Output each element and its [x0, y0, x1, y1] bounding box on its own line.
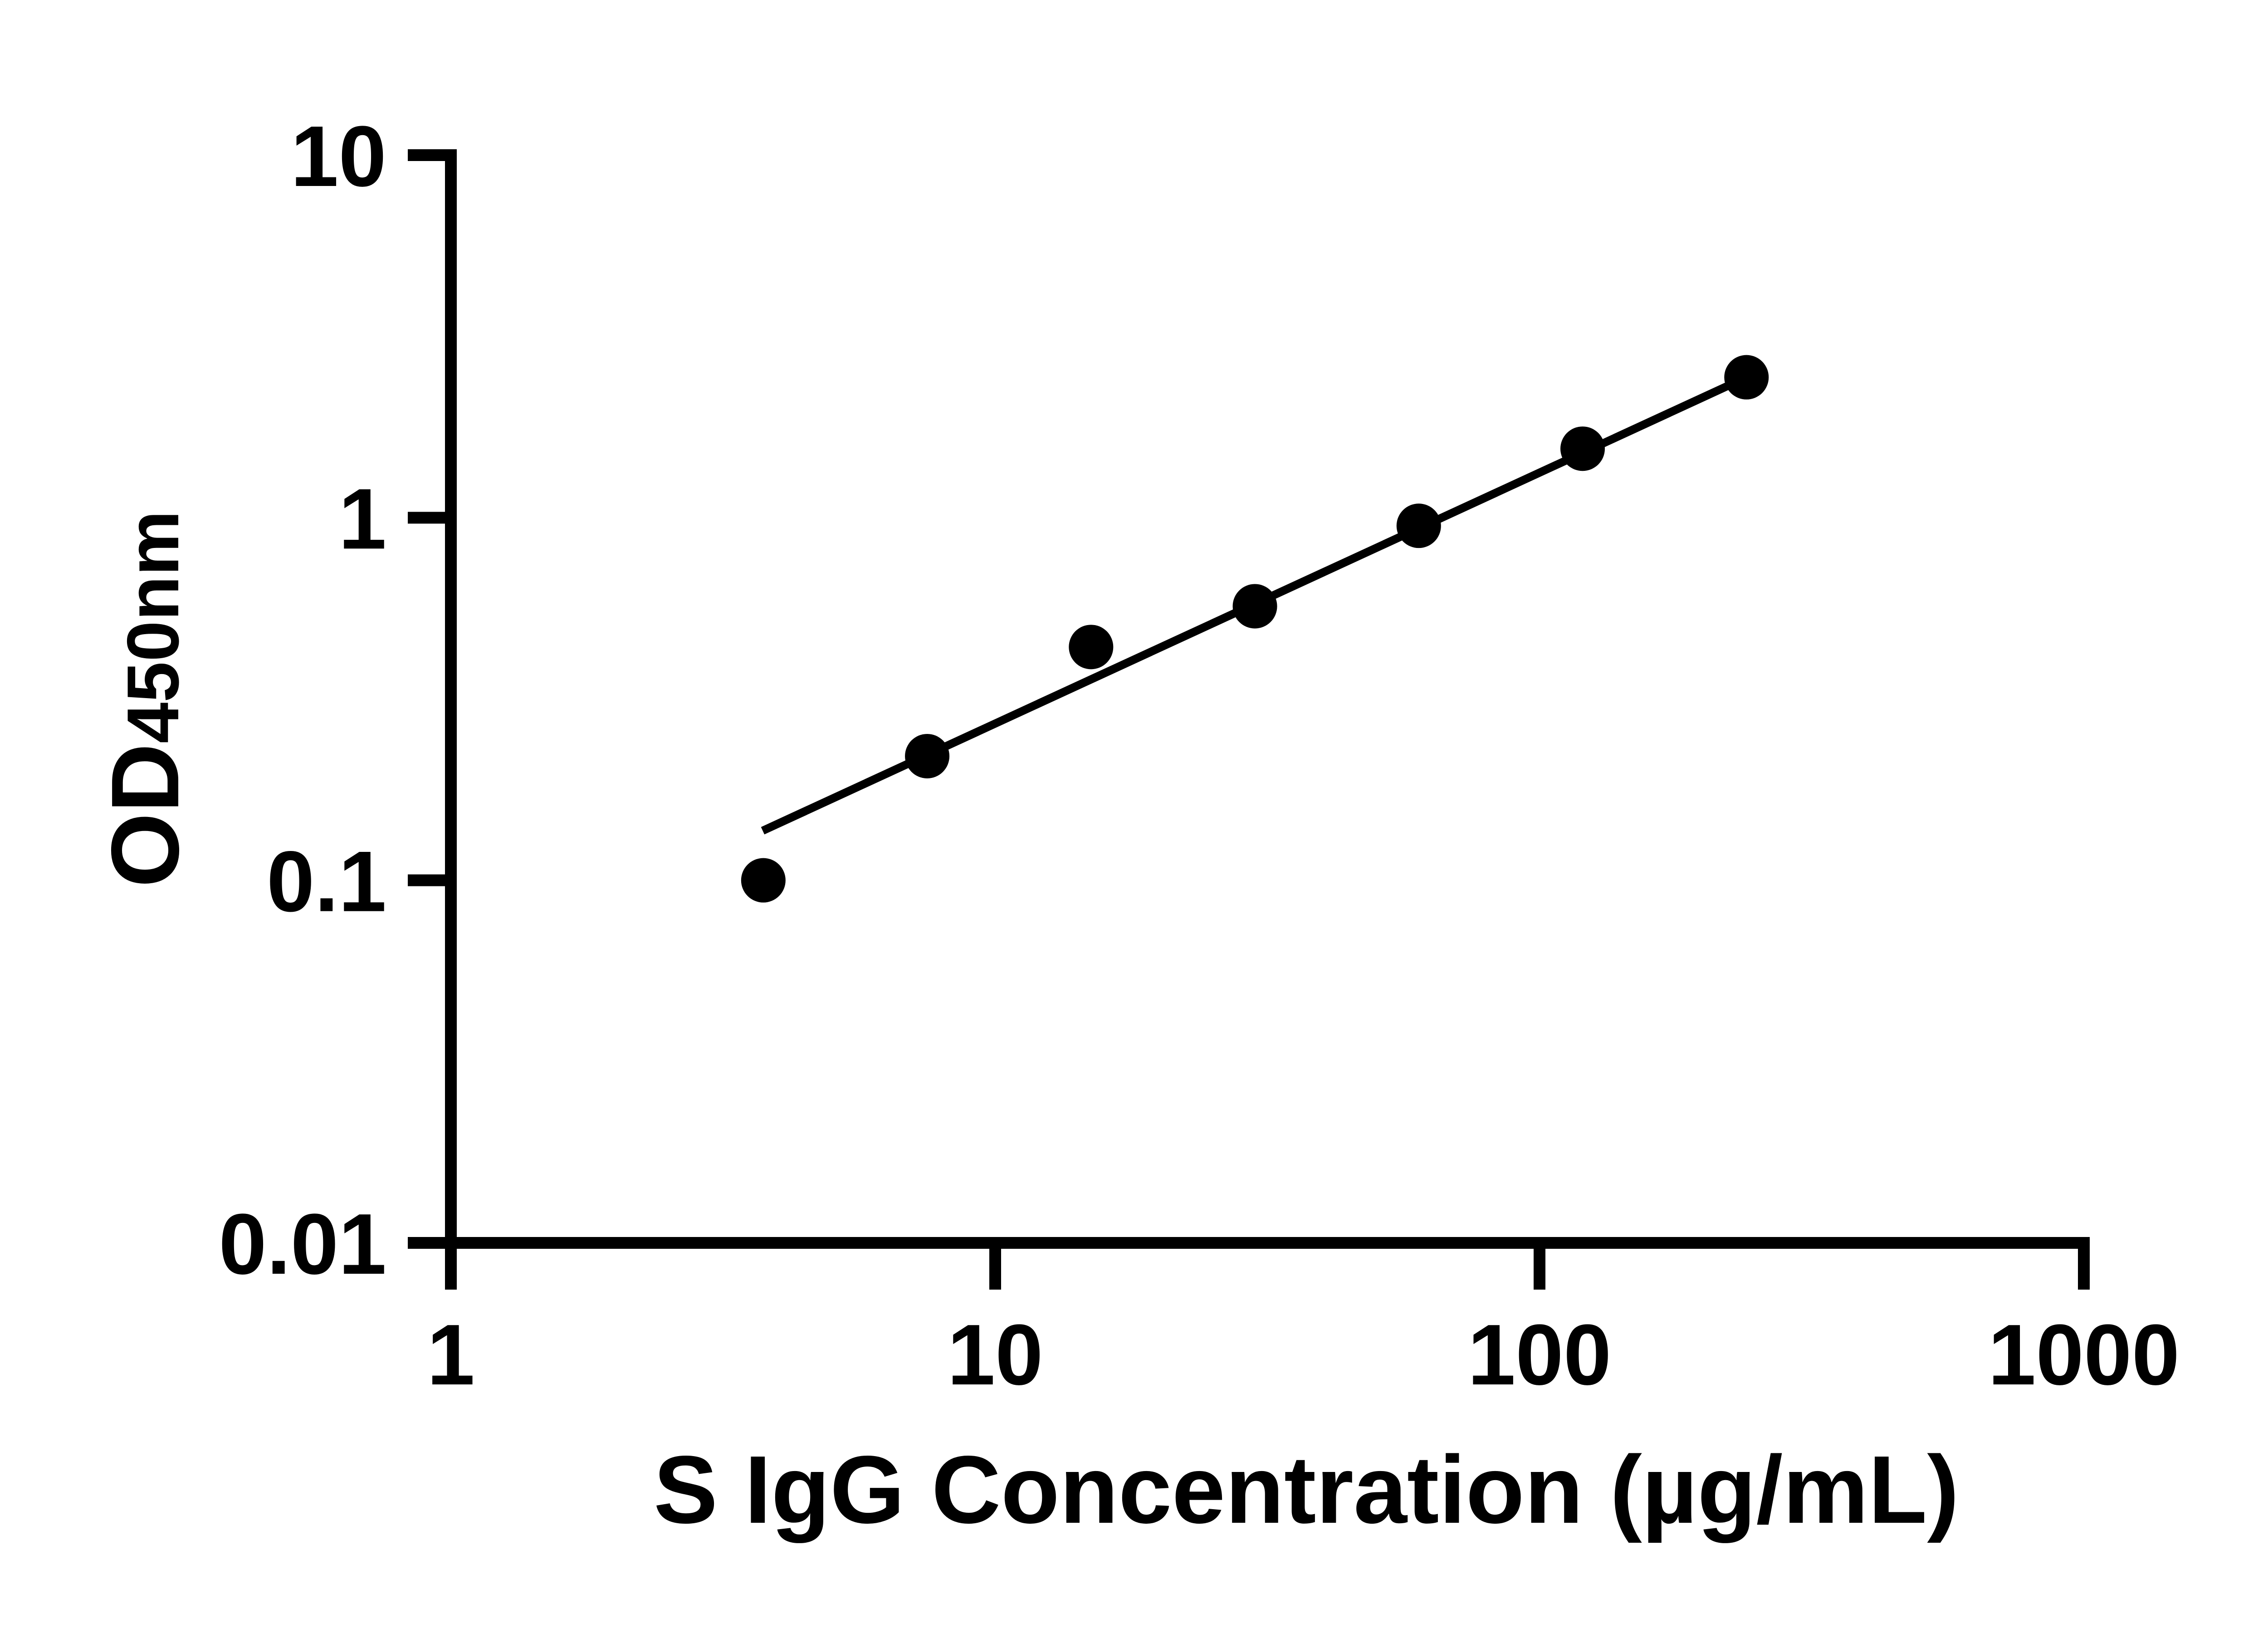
data-point-5: [1396, 504, 1441, 548]
y-tick-label-10: 10: [291, 108, 386, 205]
x-tick-label-10: 10: [947, 1307, 1043, 1403]
x-tick-label-100: 100: [1467, 1307, 1611, 1403]
x-axis-title: S IgG Concentration (µg/mL): [654, 1436, 1959, 1543]
data-point-3: [1069, 625, 1114, 670]
axes-layer: 0.01 0.1 1 10 1 10 100 1000: [219, 108, 2180, 1403]
data-layer: [741, 355, 1769, 903]
x-tick-label-1000: 1000: [1988, 1307, 2180, 1403]
y-tick-label-0.1: 0.1: [267, 834, 386, 930]
y-tick-label-1: 1: [338, 471, 386, 567]
y-axis-title: OD450nm: [91, 510, 199, 887]
y-tick-label-0.01: 0.01: [219, 1196, 386, 1292]
y-axis-title-subscript: 450nm: [112, 510, 194, 743]
data-point-6: [1560, 426, 1605, 471]
data-point-2: [905, 733, 950, 778]
data-point-4: [1232, 584, 1277, 629]
x-tick-label-1: 1: [427, 1307, 475, 1403]
data-point-7: [1724, 355, 1769, 400]
y-axis-title-main: OD: [91, 743, 199, 888]
data-point-1: [741, 858, 786, 903]
